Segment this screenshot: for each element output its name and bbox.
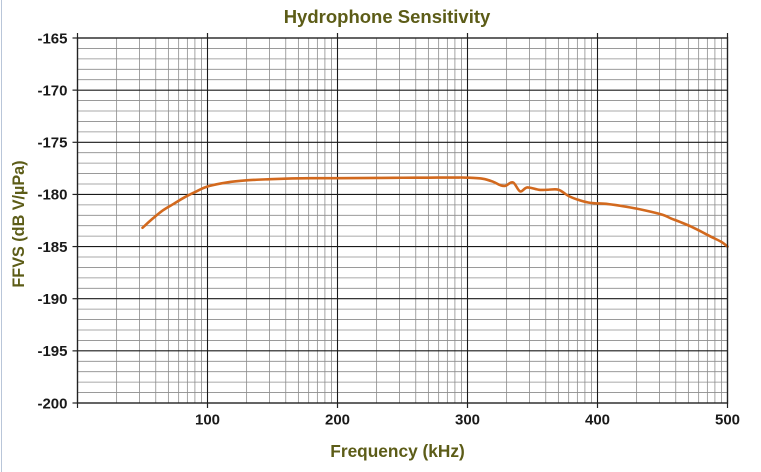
svg-text:300: 300	[455, 412, 480, 429]
svg-text:-165: -165	[37, 30, 67, 47]
svg-text:-200: -200	[37, 395, 67, 412]
svg-text:-175: -175	[37, 135, 67, 152]
svg-text:-180: -180	[37, 187, 67, 204]
svg-text:400: 400	[585, 412, 610, 429]
svg-text:100: 100	[195, 412, 220, 429]
svg-text:500: 500	[715, 412, 740, 429]
svg-text:-190: -190	[37, 291, 67, 308]
svg-text:-195: -195	[37, 343, 67, 360]
svg-text:-185: -185	[37, 239, 67, 256]
svg-text:-170: -170	[37, 82, 67, 99]
svg-text:200: 200	[325, 412, 350, 429]
